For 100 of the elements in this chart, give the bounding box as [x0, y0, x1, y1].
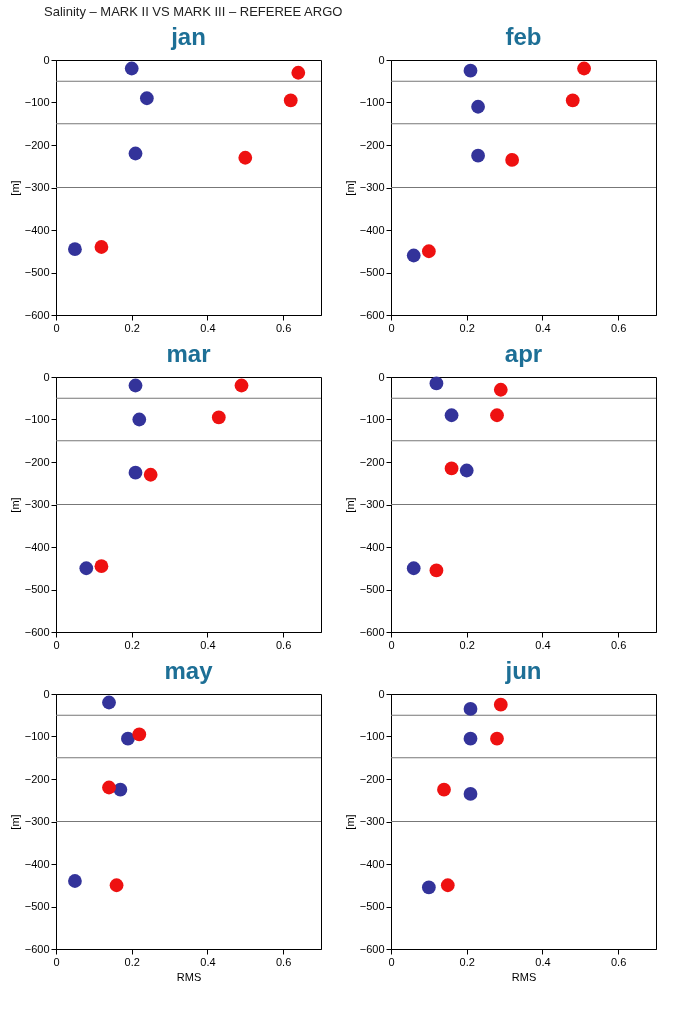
point: [429, 563, 444, 578]
point: [132, 412, 147, 427]
point: [291, 65, 306, 80]
point: [463, 787, 478, 801]
y-tick-label: −100: [24, 413, 50, 425]
point: [128, 465, 143, 480]
point: [109, 878, 124, 893]
y-tick-label: 0: [378, 53, 385, 66]
chart-title: jan: [170, 23, 206, 50]
point: [493, 382, 508, 397]
point: [463, 63, 478, 78]
y-tick-label: −400: [24, 540, 50, 553]
x-tick-label: 0.4: [200, 955, 216, 968]
x-tick-label: 0: [53, 955, 60, 968]
point: [463, 702, 478, 716]
x-tick-label: 0: [53, 321, 60, 334]
y-tick-label: −500: [24, 266, 50, 278]
x-tick-label: 0.2: [124, 638, 140, 651]
x-tick-label: 0.6: [275, 955, 292, 968]
y-tick-label: −300: [359, 815, 385, 827]
chart-title: may: [164, 657, 214, 684]
x-axis-title: RMS: [176, 970, 202, 983]
chart-title: feb: [505, 23, 542, 50]
point: [565, 93, 580, 108]
point: [505, 153, 520, 167]
y-tick-label: −300: [24, 498, 50, 510]
point: [121, 731, 135, 746]
y-tick-label: −400: [359, 857, 385, 870]
point: [238, 150, 253, 165]
y-tick-label: −100: [359, 730, 385, 742]
x-axis-title: RMS: [511, 970, 537, 983]
y-axis-title: [m]: [8, 814, 21, 830]
y-tick-label: −300: [359, 181, 385, 193]
point: [283, 93, 298, 108]
y-tick-label: −600: [359, 942, 385, 955]
y-tick-label: −500: [24, 583, 50, 595]
point: [94, 240, 109, 254]
x-tick-label: 0.2: [459, 955, 475, 968]
point: [421, 244, 436, 259]
y-tick-label: 0: [43, 53, 50, 66]
point: [102, 695, 116, 710]
point: [437, 782, 451, 797]
point: [68, 242, 82, 256]
x-tick-label: 0.4: [535, 321, 551, 334]
y-tick-label: −300: [24, 181, 50, 193]
y-tick-label: −300: [359, 498, 385, 510]
point: [234, 378, 249, 393]
y-tick-label: 0: [378, 687, 385, 700]
y-tick-label: −600: [24, 942, 50, 955]
point: [124, 61, 139, 76]
y-tick-label: −600: [359, 308, 385, 321]
point: [68, 874, 82, 888]
point: [440, 878, 455, 893]
x-tick-label: 0.6: [275, 321, 292, 334]
y-tick-label: −200: [359, 772, 385, 785]
text: Salinity – MARK II VS MARK III – REFEREE ARGO: [44, 4, 344, 19]
x-tick-label: 0: [53, 638, 60, 651]
point: [444, 408, 459, 423]
x-tick-label: 0.4: [200, 638, 216, 651]
chart-title: apr: [504, 340, 543, 367]
point: [471, 148, 485, 163]
y-tick-label: −400: [24, 223, 50, 236]
y-tick-label: −200: [24, 138, 50, 151]
y-tick-label: 0: [43, 687, 50, 700]
y-tick-label: −400: [359, 540, 385, 553]
point: [459, 463, 474, 478]
y-tick-label: −100: [359, 96, 385, 108]
chart-title: mar: [166, 340, 211, 367]
point: [577, 61, 591, 76]
x-tick-label: 0.4: [200, 321, 216, 334]
y-tick-label: −200: [24, 455, 50, 468]
x-tick-label: 0.4: [535, 955, 551, 968]
y-axis-title: [m]: [8, 180, 21, 196]
x-tick-label: 0.2: [124, 321, 140, 334]
point: [132, 727, 147, 742]
y-tick-label: −600: [359, 625, 385, 638]
x-tick-label: 0.6: [610, 955, 627, 968]
y-tick-label: −400: [24, 857, 50, 870]
point: [490, 408, 504, 423]
point: [143, 467, 158, 482]
y-tick-label: −200: [24, 772, 50, 785]
y-axis-title: [m]: [343, 814, 356, 830]
x-tick-label: 0: [388, 638, 395, 651]
y-tick-label: 0: [43, 370, 50, 383]
y-tick-label: −100: [24, 730, 50, 742]
y-tick-label: −200: [359, 455, 385, 468]
x-tick-label: 0.2: [459, 321, 475, 334]
point: [471, 99, 485, 114]
y-tick-label: −500: [359, 900, 385, 912]
point: [128, 146, 143, 161]
y-tick-label: −100: [24, 96, 50, 108]
y-tick-label: −600: [24, 625, 50, 638]
point: [444, 461, 459, 476]
x-tick-label: 0.2: [459, 638, 475, 651]
chart-title: jun: [504, 657, 542, 684]
point: [113, 782, 128, 797]
y-tick-label: −400: [359, 223, 385, 236]
y-tick-label: −500: [359, 266, 385, 278]
y-tick-label: −500: [24, 900, 50, 912]
x-tick-label: 0.4: [535, 638, 551, 651]
